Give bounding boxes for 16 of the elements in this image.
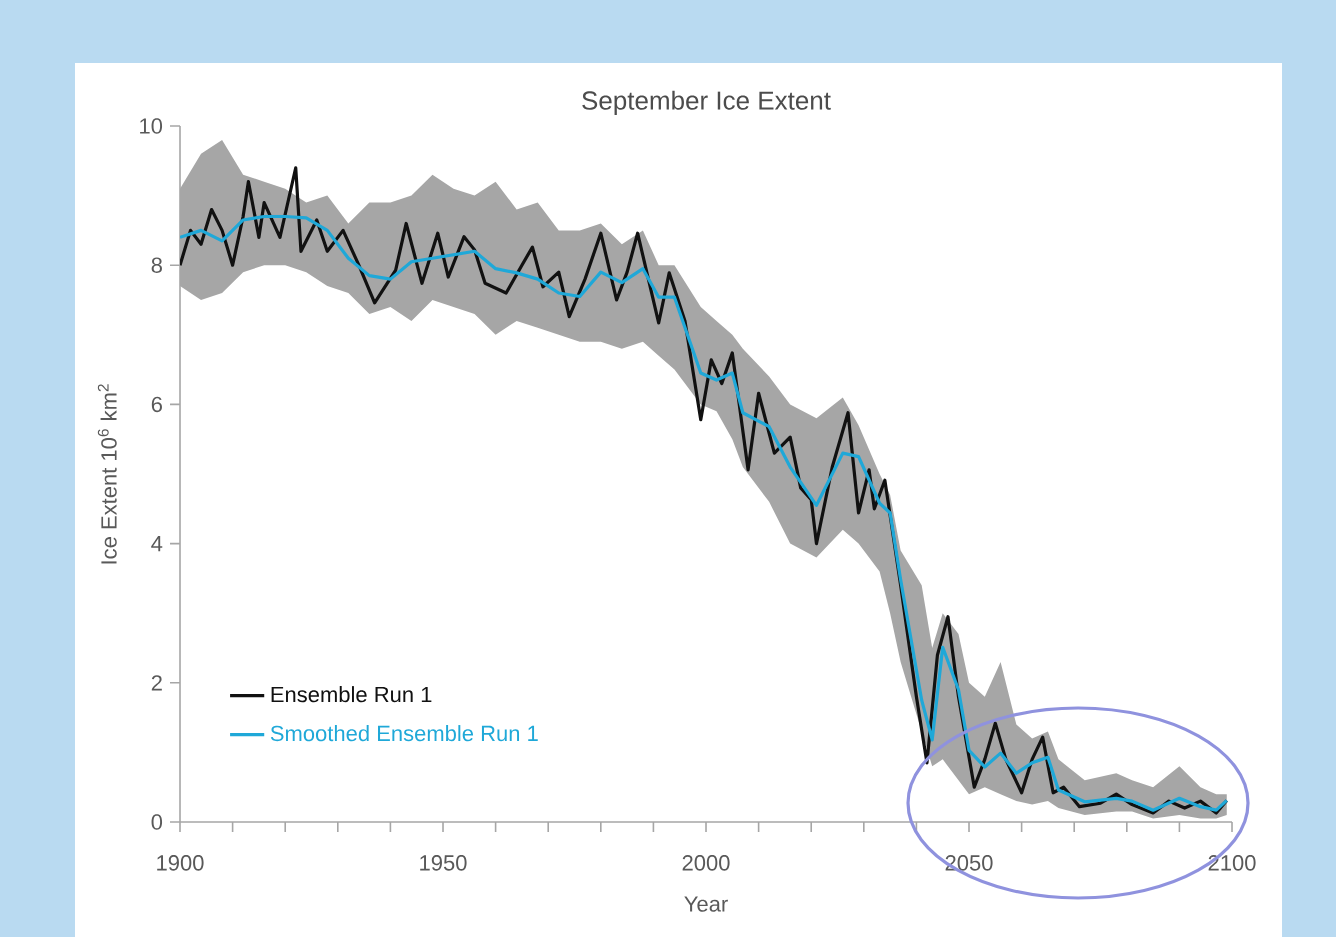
y-tick-label: 10 — [140, 118, 163, 134]
y-tick-label: 0 — [151, 814, 163, 830]
y-tick-label: 8 — [151, 257, 162, 273]
legend-label: Smoothed Ensemble Run 1 — [270, 725, 538, 742]
x-tick-label: 1950 — [420, 855, 467, 871]
y-tick-label: 2 — [151, 675, 162, 691]
x-tick-label: 2100 — [1208, 855, 1256, 871]
chart-title: September Ice Extent — [582, 90, 831, 115]
x-tick-label: 1900 — [157, 855, 204, 871]
y-axis-title: Ice Extent 10$^{6}$ km$^{2}$ — [97, 384, 117, 564]
y-tick-label: 4 — [151, 536, 163, 552]
x-tick-label: 2000 — [682, 855, 730, 871]
x-tick-label: 2050 — [945, 855, 993, 871]
y-tick-label: 6 — [151, 396, 162, 413]
x-axis-title: Year — [684, 896, 728, 912]
legend-label: Ensemble Run 1 — [271, 686, 432, 703]
